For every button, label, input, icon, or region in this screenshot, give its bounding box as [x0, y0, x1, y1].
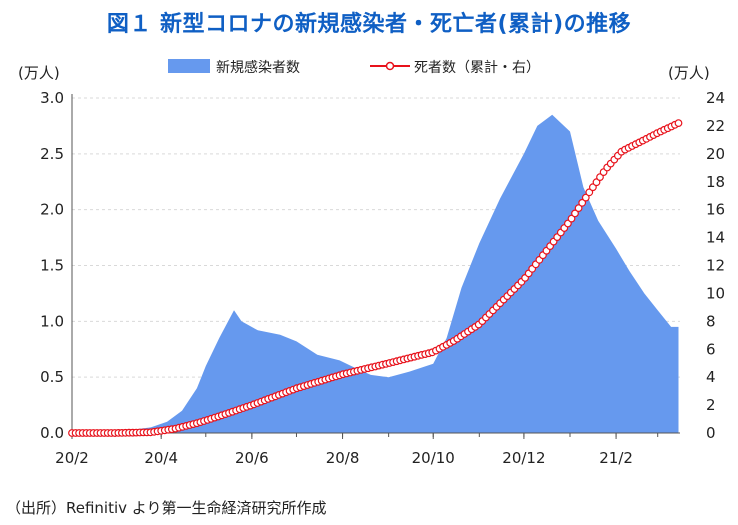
y-left-tick-label: 0.5 [40, 368, 64, 386]
x-tick-label: 20/12 [502, 449, 545, 467]
area-new-cases [72, 114, 679, 434]
legend: 新規感染者数 死者数（累計・右） [168, 59, 540, 76]
y-right-tick-label: 8 [706, 312, 716, 330]
death-point [574, 204, 583, 213]
x-tick-label: 20/4 [144, 449, 178, 467]
y-right-unit: (万人) [668, 64, 710, 82]
legend-swatch-new-cases [168, 59, 210, 73]
y-left-tick-label: 2.0 [40, 201, 64, 219]
chart-title: 図１ 新型コロナの新規感染者・死亡者(累計)の推移 [106, 12, 632, 37]
y-left-tick-label: 1.5 [40, 257, 64, 275]
death-point [585, 188, 594, 197]
y-right-tick-label: 0 [706, 424, 716, 442]
y-right-tick-label: 12 [706, 257, 725, 275]
death-point [578, 198, 587, 207]
legend-marker-deaths [385, 61, 395, 71]
death-point [571, 209, 579, 218]
series-line-layer [68, 119, 683, 437]
x-tick-label: 21/2 [599, 449, 633, 467]
y-right-tick-label: 16 [706, 201, 725, 219]
y-right-tick-label: 22 [706, 117, 725, 135]
y-right-tick-label: 10 [706, 284, 725, 302]
y-right-tick-label: 14 [706, 229, 725, 247]
series-area-layer [72, 114, 679, 434]
death-point [581, 193, 590, 202]
death-point [567, 214, 576, 223]
x-tick-label: 20/6 [235, 449, 269, 467]
legend-label-deaths: 死者数（累計・右） [414, 60, 540, 76]
y-right-tick-label: 6 [706, 340, 716, 358]
y-right-tick-label: 18 [706, 173, 725, 191]
y-left-tick-label: 1.0 [40, 312, 64, 330]
x-tick-label: 20/2 [55, 449, 89, 467]
y-left-tick-label: 3.0 [40, 89, 64, 107]
tick-labels: 0.00.51.01.52.02.53.00246810121416182022… [18, 64, 725, 467]
y-right-tick-label: 4 [706, 368, 716, 386]
y-left-tick-label: 2.5 [40, 145, 64, 163]
x-tick-label: 20/8 [326, 449, 360, 467]
x-tick-label: 20/10 [412, 449, 455, 467]
y-right-tick-label: 20 [706, 145, 725, 163]
legend-label-new-cases: 新規感染者数 [216, 59, 300, 76]
y-left-unit: (万人) [18, 64, 60, 82]
death-point [592, 178, 601, 187]
y-right-tick-label: 2 [706, 396, 716, 414]
y-left-tick-label: 0.0 [40, 424, 64, 442]
y-right-tick-label: 24 [706, 89, 725, 107]
source-note: （出所）Refinitiv より第一生命経済研究所作成 [6, 499, 327, 517]
death-point [674, 119, 683, 127]
